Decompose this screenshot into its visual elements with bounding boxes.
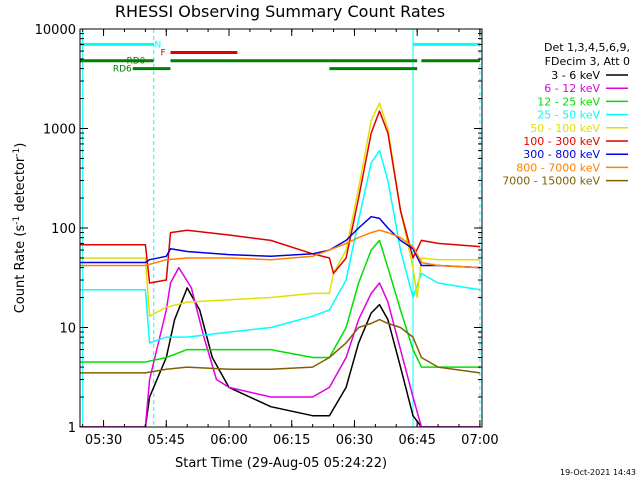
x-tick-label: 06:45 <box>398 433 435 448</box>
axes: 05:30 05:45 06:00 06:15 06:30 06:45 07:00 1 10 10… <box>35 23 499 448</box>
series-line-5 <box>80 110 480 284</box>
y-label-exponent: -1 <box>12 216 22 225</box>
x-axis-label: Start Time (29-Aug-05 05:24:22) <box>175 456 387 471</box>
y-tick-label: 10 <box>59 322 76 337</box>
legend-entry-label: 12 - 25 keV <box>537 95 600 108</box>
state-bar-label: RD0 <box>126 57 145 67</box>
legend-entry-label: 25 - 50 keV <box>537 109 600 122</box>
series-line-8 <box>80 318 481 374</box>
legend-entry-label: 6 - 12 keV <box>544 82 600 95</box>
y-label-part: Count Rate (s <box>13 225 28 314</box>
y-label-part: detector <box>13 156 28 216</box>
legend-header-line: FDecim 3, Att 0 <box>545 55 630 68</box>
x-tick-label: 05:45 <box>148 433 185 448</box>
legend-entry-label: 100 - 300 keV <box>523 135 600 148</box>
state-bar-label: RD6 <box>113 65 132 75</box>
state-bar-label: N <box>154 40 161 50</box>
legend-header-line: Det 1,3,4,5,6,9, <box>544 41 630 54</box>
legend-entry-label: 50 - 100 keV <box>530 122 600 135</box>
x-tick-label: 06:30 <box>336 433 373 448</box>
legend: Det 1,3,4,5,6,9, FDecim 3, Att 0 3 - 6 k… <box>502 41 630 188</box>
x-tick-label: 06:00 <box>210 433 247 448</box>
y-tick-label: 100 <box>51 222 76 237</box>
chart-title: RHESSI Observing Summary Count Rates <box>115 2 445 21</box>
timestamp: 19-Oct-2021 14:43 <box>560 468 636 477</box>
x-tick-label: 05:30 <box>85 433 122 448</box>
series-line-3 <box>80 149 481 344</box>
series-line-0 <box>80 287 480 427</box>
y-label-exponent: -1 <box>12 148 22 157</box>
legend-entry-label: 3 - 6 keV <box>551 69 600 82</box>
y-tick-label: 1 <box>68 421 76 436</box>
series-line-4 <box>80 102 480 317</box>
x-tick-label: 07:00 <box>461 433 498 448</box>
y-tick-label: 10000 <box>35 23 76 38</box>
series-line-2 <box>80 239 480 368</box>
y-tick-label: 1000 <box>43 123 76 138</box>
series-line-6 <box>80 215 480 269</box>
legend-entry-label: 800 - 7000 keV <box>516 161 600 174</box>
x-tick-label: 06:15 <box>273 433 310 448</box>
y-axis-label: Count Rate (s-1 detector-1) <box>12 143 28 314</box>
y-label-part: ) <box>13 143 28 148</box>
state-bar-label: F <box>160 49 165 59</box>
legend-entry-label: 7000 - 15000 keV <box>502 175 600 188</box>
series-line-7 <box>80 229 480 269</box>
legend-entry-label: 300 - 800 keV <box>523 148 600 161</box>
